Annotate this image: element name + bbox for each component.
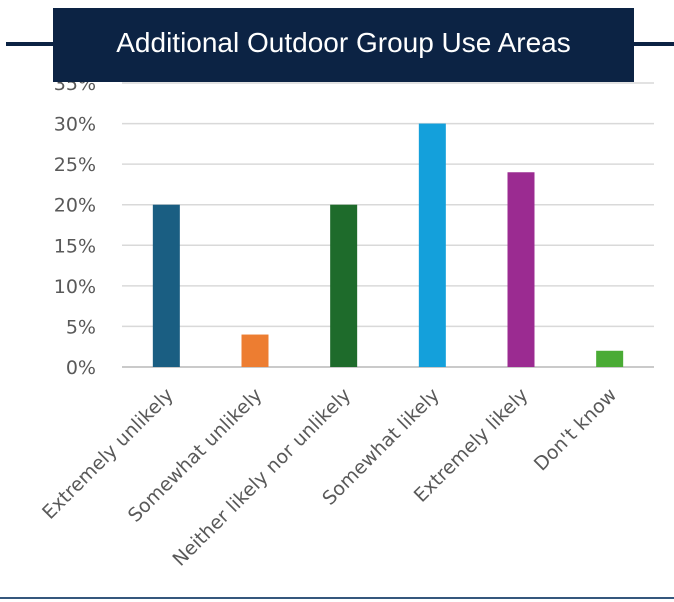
bar xyxy=(596,350,624,367)
y-tick-label: 5% xyxy=(66,316,96,338)
bottom-divider xyxy=(0,597,674,599)
chart-title: Additional Outdoor Group Use Areas xyxy=(116,27,571,58)
x-category-label: Don't know xyxy=(530,384,621,475)
bar xyxy=(152,204,180,367)
title-rule-left xyxy=(6,42,54,46)
y-tick-label: 30% xyxy=(54,114,96,136)
chart-title-banner: Additional Outdoor Group Use Areas xyxy=(53,8,634,82)
y-tick-label: 20% xyxy=(54,195,96,217)
x-category-label: Neither likely nor unlikely xyxy=(168,384,355,571)
y-tick-label: 15% xyxy=(54,235,96,257)
bar xyxy=(507,172,535,367)
bar xyxy=(330,204,358,367)
title-rule-right xyxy=(633,42,674,46)
bars xyxy=(152,123,624,367)
bar xyxy=(241,334,269,367)
y-axis-ticks: 0%5%10%15%20%25%30%35% xyxy=(54,73,96,379)
y-tick-label: 25% xyxy=(54,154,96,176)
y-tick-label: 10% xyxy=(54,276,96,298)
bar xyxy=(418,123,446,367)
gridlines xyxy=(122,82,654,368)
y-tick-label: 0% xyxy=(66,357,96,379)
